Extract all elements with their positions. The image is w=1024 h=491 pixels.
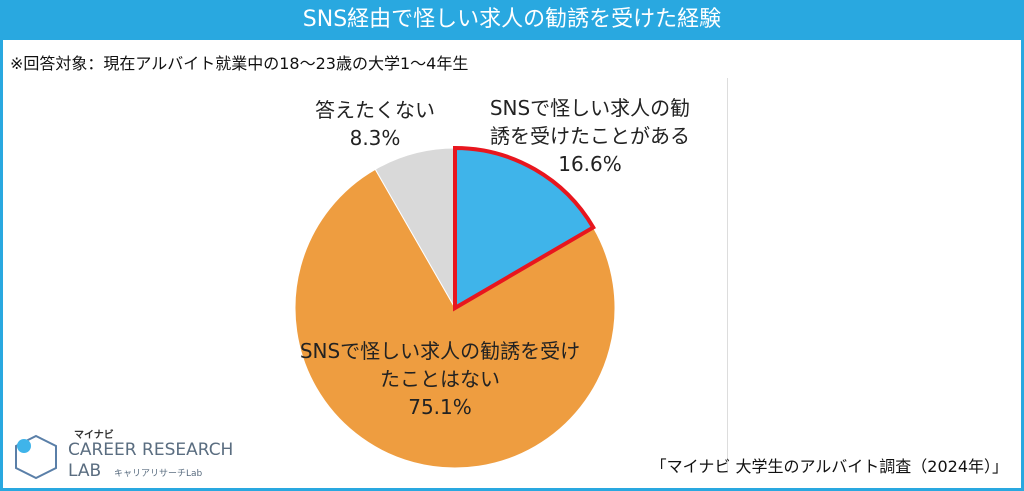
title: SNS経由で怪しい求人の勧誘を受けた経験 [0,0,1024,40]
slice-name: 答えたくない [315,98,435,122]
pie-slice [453,145,596,312]
logo-icon [15,434,57,480]
slice-label: 答えたくない 8.3% [300,96,450,152]
slice-name: SNSで怪しい求人の勧誘を受けたことがある [489,96,691,148]
subtitle: ※回答対象：現在アルバイト就業中の18～23歳の大学1～4年生 [10,54,469,73]
slice-label: SNSで怪しい求人の勧誘を受けたことはない 75.1% [290,337,590,421]
pie-slice [294,168,616,469]
logo-line2: LAB [68,461,102,481]
slice-label: SNSで怪しい求人の勧誘を受けたことがある 16.6% [480,94,700,178]
divider [727,78,728,473]
logo-line1: CAREER RESEARCH [68,440,234,460]
slice-value: 16.6% [558,152,622,176]
slice-value: 8.3% [349,126,401,150]
logo-brand: マイナビ [74,430,114,441]
slice-name: SNSで怪しい求人の勧誘を受けたことはない [299,339,581,391]
source: 「マイナビ 大学生のアルバイト調査（2024年）」 [650,457,1008,476]
slice-value: 75.1% [408,395,472,419]
logo-kana: キャリアリサーチLab [114,469,203,479]
